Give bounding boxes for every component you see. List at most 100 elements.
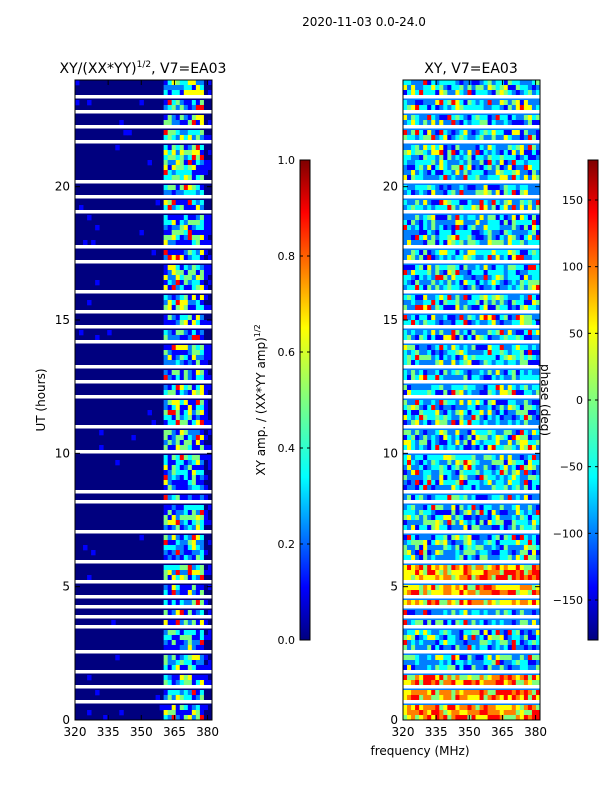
heatmap-cell <box>179 430 185 436</box>
heatmap-cell <box>511 655 517 661</box>
heatmap-cell <box>531 665 537 671</box>
colorbar-tick-label: 0.0 <box>278 634 296 647</box>
heatmap-cell <box>415 275 420 281</box>
heatmap-cell <box>459 90 464 96</box>
heatmap-cell <box>403 170 408 176</box>
heatmap-cell <box>475 250 480 256</box>
heatmap-cell <box>467 675 472 681</box>
heatmap-cell <box>179 590 185 596</box>
heatmap-cell <box>407 565 412 571</box>
heatmap-cell <box>199 680 205 686</box>
heatmap-cell <box>167 410 173 416</box>
heatmap-cell <box>523 305 529 311</box>
heatmap-cell <box>427 360 432 366</box>
heatmap-cell <box>207 85 212 91</box>
heatmap-cell <box>487 420 493 426</box>
heatmap-cell <box>455 470 460 476</box>
heatmap-cell <box>531 705 537 711</box>
heatmap-cell <box>483 680 489 686</box>
heatmap-cell <box>431 545 436 551</box>
heatmap-cell <box>419 690 424 696</box>
heatmap-cell <box>419 620 424 626</box>
heatmap-cell <box>495 555 501 561</box>
heatmap-gap-row <box>75 380 212 384</box>
heatmap-cell <box>191 105 197 111</box>
heatmap-cell <box>195 520 201 526</box>
heatmap-cell <box>167 370 173 376</box>
heatmap-cell <box>187 470 193 476</box>
heatmap-cell <box>527 345 533 351</box>
heatmap-cell <box>435 585 440 591</box>
heatmap-cell <box>487 545 493 551</box>
heatmap-cell <box>483 515 489 521</box>
heatmap-cell <box>203 515 209 521</box>
heatmap-cell <box>451 90 456 96</box>
heatmap-cell <box>515 675 521 681</box>
heatmap-cell <box>535 475 540 481</box>
heatmap-cell <box>411 300 416 306</box>
heatmap-cell <box>535 460 540 466</box>
heatmap-cell <box>163 335 169 341</box>
heatmap-cell <box>175 430 181 436</box>
heatmap-cell <box>475 455 480 461</box>
heatmap-cell <box>207 465 212 471</box>
heatmap-cell <box>203 550 209 556</box>
heatmap-cell <box>407 255 412 261</box>
heatmap-cell <box>519 400 525 406</box>
heatmap-cell <box>431 305 436 311</box>
heatmap-cell <box>187 305 193 311</box>
colorbar-tick-label: 0.4 <box>278 442 296 455</box>
heatmap-cell <box>531 215 537 221</box>
heatmap-cell <box>515 160 521 166</box>
heatmap-cell <box>455 415 460 421</box>
heatmap-cell <box>491 645 497 651</box>
heatmap-cell <box>187 145 193 151</box>
heatmap-cell <box>463 645 468 651</box>
heatmap-cell <box>535 550 540 556</box>
heatmap-cell <box>431 135 436 141</box>
heatmap-cell <box>415 100 420 106</box>
heatmap-cell <box>179 515 185 521</box>
heatmap-cell <box>203 100 209 106</box>
heatmap-cell <box>411 295 416 301</box>
heatmap-cell <box>511 190 517 196</box>
panel-amplitude-title: XY/(XX*YY)1/2, V7=EA03 <box>60 60 227 77</box>
heatmap-cell <box>163 630 169 636</box>
heatmap-cell <box>175 545 181 551</box>
heatmap-cell <box>535 675 540 681</box>
heatmap-cell <box>147 160 152 166</box>
heatmap-cell <box>171 160 177 166</box>
heatmap-cell <box>203 435 209 441</box>
heatmap-cell <box>455 570 460 576</box>
heatmap-cell <box>411 315 416 321</box>
heatmap-cell <box>439 510 444 516</box>
heatmap-cell <box>179 585 185 591</box>
heatmap-cell <box>499 660 505 666</box>
heatmap-cell <box>495 225 501 231</box>
heatmap-cell <box>487 620 493 626</box>
heatmap-cell <box>455 525 460 531</box>
heatmap-cell <box>491 115 497 121</box>
heatmap-cell <box>515 470 521 476</box>
heatmap-cell <box>475 715 480 720</box>
heatmap-cell <box>171 535 177 541</box>
heatmap-cell <box>419 550 424 556</box>
heatmap-cell <box>419 465 424 471</box>
heatmap-cell <box>487 230 493 236</box>
heatmap-cell <box>447 285 452 291</box>
heatmap-cell <box>475 665 480 671</box>
heatmap-cell <box>487 585 493 591</box>
heatmap-cell <box>195 590 201 596</box>
heatmap-cell <box>507 590 513 596</box>
heatmap-cell <box>203 320 209 326</box>
heatmap-cell <box>179 565 185 571</box>
heatmap-cell <box>175 225 181 231</box>
heatmap-cell <box>191 165 197 171</box>
heatmap-cell <box>443 150 448 156</box>
heatmap-cell <box>483 690 489 696</box>
heatmap-cell <box>535 175 540 181</box>
heatmap-cell <box>415 480 420 486</box>
heatmap-cell <box>407 265 412 271</box>
heatmap-cell <box>403 540 408 546</box>
heatmap-cell <box>195 350 201 356</box>
